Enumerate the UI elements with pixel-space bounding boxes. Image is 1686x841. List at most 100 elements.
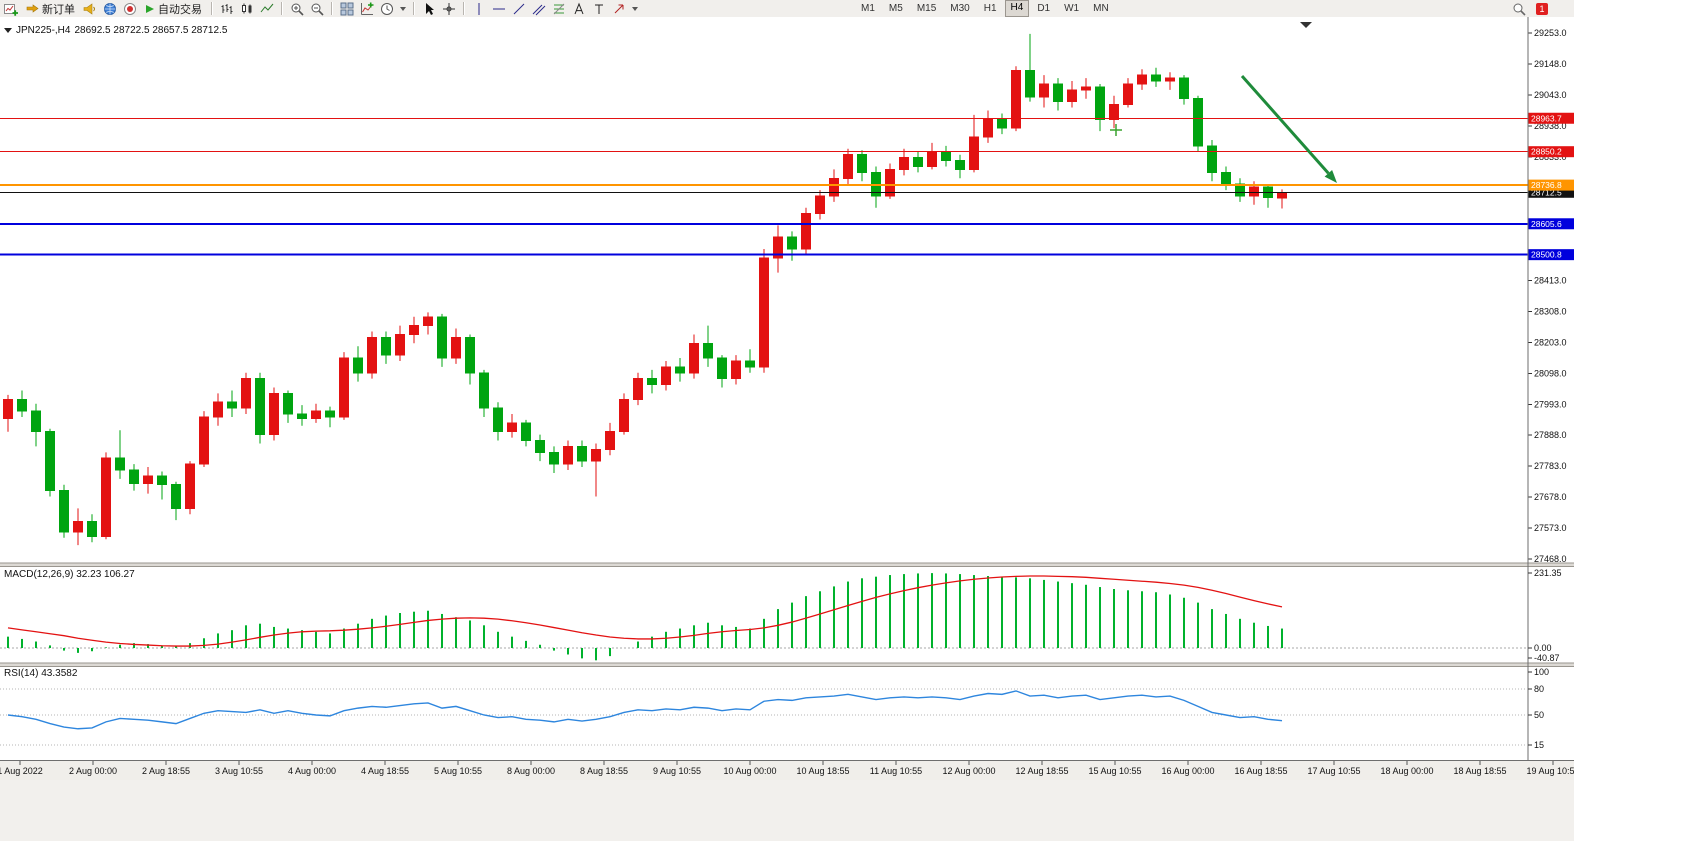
period-clock-icon[interactable] [378,1,396,16]
svg-text:28712.5: 28712.5 [1531,187,1562,197]
svg-text:28938.0: 28938.0 [1534,121,1567,131]
tf-h1-button[interactable]: H1 [983,3,997,14]
svg-text:15 Aug 10:55: 15 Aug 10:55 [1088,766,1141,776]
text-tool-icon[interactable] [570,1,588,16]
time-axis: 1 Aug 2022 2 Aug 00:00 2 Aug 18:55 3 Aug 10… [0,761,1574,776]
zoom-in-icon[interactable] [288,1,306,16]
macd-values: 32.23 106.27 [76,569,135,580]
autotrade-label: 自动交易 [158,3,202,16]
symbol-dropdown-icon[interactable] [4,28,12,33]
toolbar-separator [331,2,333,15]
toolbar-separator [281,2,283,15]
new-order-icon [26,4,39,13]
tf-d1-button[interactable]: D1 [1037,3,1051,14]
svg-text:8 Aug 00:00: 8 Aug 00:00 [507,766,555,776]
tf-m5-button[interactable]: M5 [888,3,903,14]
svg-text:29253.0: 29253.0 [1534,28,1567,38]
svg-text:18 Aug 00:00: 18 Aug 00:00 [1380,766,1433,776]
svg-text:10 Aug 00:00: 10 Aug 00:00 [723,766,776,776]
alerts-horn-icon[interactable] [81,1,99,16]
cross-marker-annotation[interactable] [1110,124,1122,136]
notification-badge[interactable]: 1 [1536,2,1548,15]
bar-ch art-mode-icon[interactable] [218,1,236,16]
templates-caret-icon[interactable] [400,6,406,11]
annotations [1110,75,1337,183]
vertical-line-tool-icon[interactable] [470,1,488,16]
svg-text:28098.0: 28098.0 [1534,368,1567,378]
macd-indicator-label: MACD(12,26,9) 32.23 106.27 [4,569,135,580]
tf-m1-button[interactable]: M1 [861,3,875,14]
channel-tool-icon[interactable] [530,1,548,16]
tf-m15-button[interactable]: M15 [916,3,937,14]
svg-text:28963.7: 28963.7 [1531,113,1562,123]
candle-chart-mode-icon[interactable] [238,1,256,16]
rsi-value: 43.3582 [41,668,78,679]
panel-frames [0,17,1574,761]
new-order-button[interactable]: 新订单 [22,1,79,16]
svg-text:231.35: 231.35 [1534,568,1562,578]
new-order-label: 新订单 [42,3,75,16]
rsi-name: RSI(14) [4,668,39,679]
svg-text:29148.0: 29148.0 [1534,59,1567,69]
svg-text:4 Aug 00:00: 4 Aug 00:00 [288,766,336,776]
zoom-out-icon[interactable] [308,1,326,16]
svg-text:28850.2: 28850.2 [1531,147,1562,157]
svg-text:27573.0: 27573.0 [1534,523,1567,533]
svg-text:9 Aug 10:55: 9 Aug 10:55 [653,766,701,776]
svg-text:27888.0: 27888.0 [1534,430,1567,440]
trend-arrow-annotation[interactable] [1240,75,1330,175]
svg-text:5 Aug 10:55: 5 Aug 10:55 [434,766,482,776]
macd-name: MACD(12,26,9) [4,569,74,580]
svg-text:0.00: 0.00 [1534,643,1552,653]
tf-w1-button[interactable]: W1 [1064,3,1080,14]
symbol-ohlc-bar: JPN225-,H4 28692.5 28722.5 28657.5 28712… [4,25,227,36]
timeframe-group: M1 M5 M15 M30 H1 H4 D1 W1 MN [855,0,1115,17]
autotrade-play-icon [146,4,154,13]
svg-text:2 Aug 18:55: 2 Aug 18:55 [142,766,190,776]
svg-text:28413.0: 28413.0 [1534,276,1567,286]
line-chart-mode-icon[interactable] [258,1,276,16]
horizontal-line-tool-icon[interactable] [490,1,508,16]
svg-text:19 Aug 10:55: 19 Aug 10:55 [1526,766,1574,776]
search-icon[interactable] [1510,1,1528,16]
svg-text:28500.8: 28500.8 [1531,250,1562,260]
svg-text:50: 50 [1534,710,1544,720]
svg-text:1 Aug 2022: 1 Aug 2022 [0,766,43,776]
new-chart-icon[interactable] [2,1,20,16]
macd-panel: 231.35 0.00-40.87 [0,568,1562,663]
crosshair-icon[interactable] [440,1,458,16]
tf-mn-button[interactable]: MN [1093,3,1109,14]
indicators-icon[interactable] [358,1,376,16]
community-globe-icon[interactable] [101,1,119,16]
tf-h4-button[interactable]: H4 [1004,0,1030,17]
svg-text:4 Aug 18:55: 4 Aug 18:55 [361,766,409,776]
chart-shift-marker-icon[interactable] [1300,22,1312,28]
toolbar-separator [413,2,415,15]
candles-series [3,33,1287,546]
svg-text:17 Aug 10:55: 17 Aug 10:55 [1307,766,1360,776]
market-record-icon[interactable] [121,1,139,16]
objects-caret-icon[interactable] [632,6,638,11]
svg-text:27783.0: 27783.0 [1534,461,1567,471]
status-strip [0,780,1574,841]
svg-text:18 Aug 18:55: 18 Aug 18:55 [1453,766,1506,776]
autotrade-button[interactable]: 自动交易 [141,1,206,16]
svg-text:27678.0: 27678.0 [1534,492,1567,502]
svg-text:12 Aug 00:00: 12 Aug 00:00 [942,766,995,776]
svg-text:3 Aug 10:55: 3 Aug 10:55 [215,766,263,776]
fibonacci-tool-icon[interactable] [550,1,568,16]
svg-text:28203.0: 28203.0 [1534,337,1567,347]
trendline-tool-icon[interactable] [510,1,528,16]
panel-backgrounds [0,17,1574,780]
svg-text:29043.0: 29043.0 [1534,90,1567,100]
arrow-objects-icon[interactable] [610,1,628,16]
chart-canvas[interactable]: 29253.029148.029043.028938.028833.028413… [0,17,1574,780]
text-label-tool-icon[interactable] [590,1,608,16]
svg-text:16 Aug 00:00: 16 Aug 00:00 [1161,766,1214,776]
cursor-icon[interactable] [420,1,438,16]
svg-text:15: 15 [1534,740,1544,750]
svg-text:2 Aug 00:00: 2 Aug 00:00 [69,766,117,776]
tile-windows-icon[interactable] [338,1,356,16]
tf-m30-button[interactable]: M30 [950,3,970,14]
